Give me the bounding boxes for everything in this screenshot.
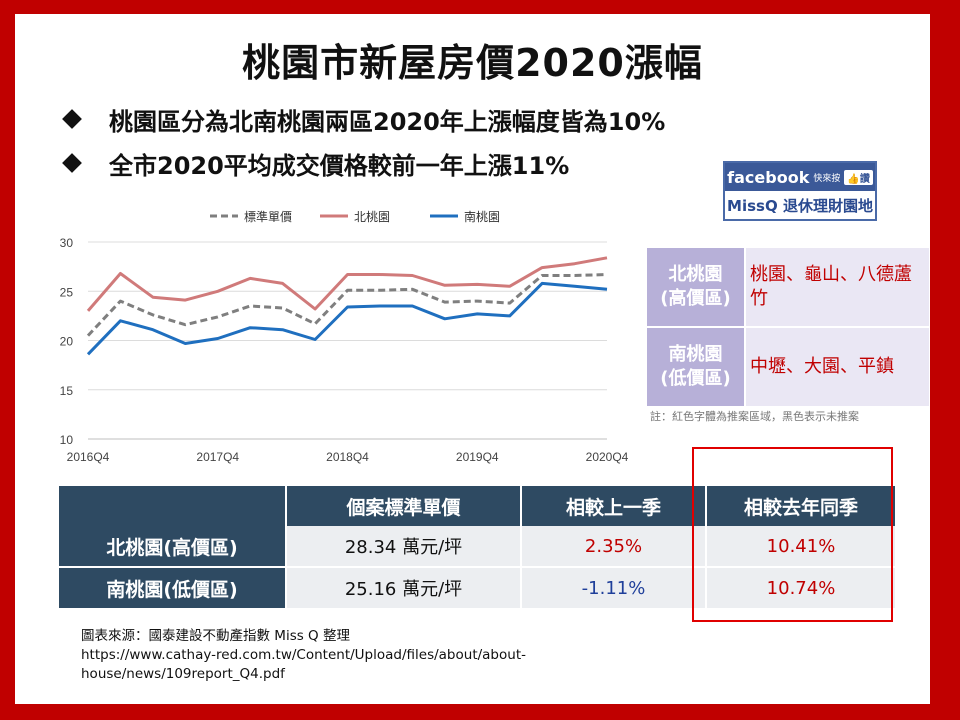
facebook-logo: facebook [727,167,810,187]
source-url[interactable]: https://www.cathay-red.com.tw/Content/Up… [81,647,526,682]
header-cell-qoq: 相較上一季 [521,486,707,526]
yoy-cell: 10.41% [706,526,897,568]
y-tick-label: 15 [60,384,74,398]
source-line: 圖表來源：國泰建設不動產指數 Miss Q 整理 [81,628,350,644]
region-name-line1: 南桃園 [668,344,723,365]
legend-label: 南桃園 [464,209,500,224]
region-name-line2: (低價區) [660,368,731,389]
price-table: 個案標準單價 相較上一季 相較去年同季 北桃園(高價區) 28.34 萬元/坪 … [59,486,897,610]
table-row: 北桃園(高價區) 28.34 萬元/坪 2.35% 10.41% [59,526,897,568]
bullet-item: 全市2020平均成交價格較前一年上漲11% [62,141,665,185]
bullet-text: 桃園區分為北南桃園兩區2020年上漲幅度皆為10% [109,107,666,136]
like-icon: 👍讚 [844,169,873,185]
region-note: 註：紅色字體為推案區域，黑色表示未推案 [650,410,859,423]
region-row: 南桃園 (低價區) 中壢、大園、平鎮 [647,328,929,408]
bullet-item: 桃園區分為北南桃園兩區2020年上漲幅度皆為10% [62,97,666,141]
facebook-badge-name: MissQ 退休理財園地 [725,191,875,219]
price-cell: 25.16 萬元/坪 [286,567,522,610]
highlight-box [692,447,893,622]
series-line [86,256,608,312]
series-line [86,273,608,337]
region-areas: 桃園、龜山、八德蘆竹 [744,248,929,328]
qoq-cell: -1.11% [521,567,707,610]
yoy-cell: 10.74% [706,567,897,610]
x-tick-label: 2018Q4 [326,450,369,464]
price-table-header: 個案標準單價 相較上一季 相較去年同季 [59,486,897,526]
region-name: 北桃園 (高價區) [647,248,744,328]
x-tick-label: 2019Q4 [456,450,499,464]
page-number: 5 [929,690,930,704]
slide-title: 桃園市新屋房價2020漲幅 [242,41,703,85]
y-tick-label: 30 [60,236,74,250]
region-areas: 中壢、大園、平鎮 [744,328,929,408]
row-label: 南桃園(低價區) [59,567,287,610]
facebook-badge-top: facebook 快來按 👍讚 [725,163,875,191]
x-tick-label: 2017Q4 [196,450,239,464]
bullet-text: 全市2020平均成交價格較前一年上漲11% [109,151,570,180]
source-note: 圖表來源：國泰建設不動產指數 Miss Q 整理 https://www.cat… [81,627,641,684]
series-line [86,281,608,356]
legend-label: 北桃園 [354,209,390,224]
slide: 桃園市新屋房價2020漲幅 桃園區分為北南桃園兩區2020年上漲幅度皆為10% … [15,14,930,704]
facebook-badge[interactable]: facebook 快來按 👍讚 MissQ 退休理財園地 [723,161,877,221]
like-label: 讚 [859,173,870,185]
y-tick-label: 10 [60,433,74,447]
header-cell-yoy: 相較去年同季 [706,486,897,526]
bullet-list: 桃園區分為北南桃園兩區2020年上漲幅度皆為10% 全市2020平均成交價格較前… [62,97,666,185]
row-label: 北桃園(高價區) [59,526,287,568]
x-tick-label: 2016Q4 [67,450,110,464]
line-chart: 10 15 20 25 30 2016Q4 2017Q4 2018Q4 2019Q4 2020Q4… [60,209,629,464]
y-tick-label: 20 [60,335,74,349]
header-cell-empty [59,486,287,526]
facebook-sub-label: 快來按 [813,173,841,184]
region-table: 北桃園 (高價區) 桃園、龜山、八德蘆竹 南桃園 (低價區) 中壢、大園、平鎮 [647,248,929,408]
header-cell-price: 個案標準單價 [286,486,522,526]
region-name-line1: 北桃園 [668,264,723,285]
region-name-line2: (高價區) [660,288,731,309]
price-cell: 28.34 萬元/坪 [286,526,522,568]
x-tick-label: 2020Q4 [586,450,629,464]
y-tick-label: 25 [60,285,74,299]
qoq-cell: 2.35% [521,526,707,568]
legend-label: 標準單價 [244,209,292,224]
region-name: 南桃園 (低價區) [647,328,744,408]
region-row: 北桃園 (高價區) 桃園、龜山、八德蘆竹 [647,248,929,328]
table-row: 南桃園(低價區) 25.16 萬元/坪 -1.11% 10.74% [59,567,897,610]
